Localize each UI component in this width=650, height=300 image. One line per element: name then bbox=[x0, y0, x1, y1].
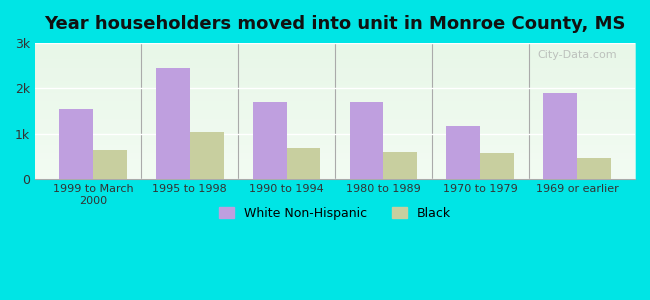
Text: City-Data.com: City-Data.com bbox=[538, 50, 617, 60]
Bar bbox=[253, 102, 287, 179]
Bar bbox=[93, 150, 127, 179]
Bar bbox=[350, 102, 384, 179]
Bar bbox=[447, 126, 480, 179]
Bar bbox=[577, 158, 611, 179]
Bar bbox=[156, 68, 190, 179]
Bar bbox=[384, 152, 417, 179]
Bar bbox=[59, 109, 93, 179]
Bar bbox=[480, 153, 514, 179]
Legend: White Non-Hispanic, Black: White Non-Hispanic, Black bbox=[214, 202, 456, 225]
Bar bbox=[287, 148, 320, 179]
Bar bbox=[543, 93, 577, 179]
Title: Year householders moved into unit in Monroe County, MS: Year householders moved into unit in Mon… bbox=[44, 15, 626, 33]
Bar bbox=[190, 132, 224, 179]
